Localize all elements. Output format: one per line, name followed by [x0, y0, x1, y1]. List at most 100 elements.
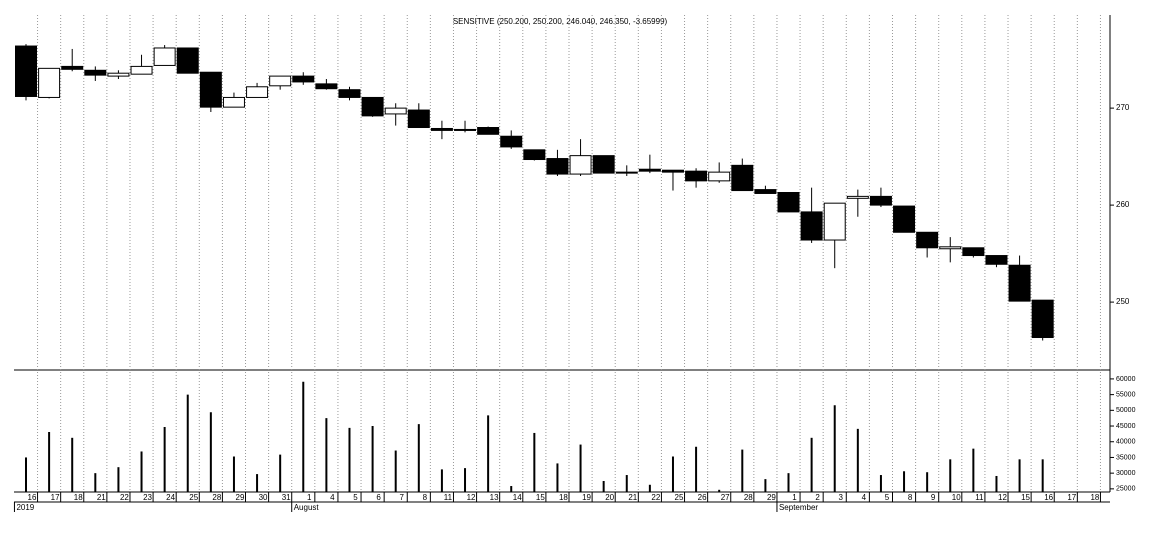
- candle-body: [823, 202, 846, 241]
- volume-tick-label: 50000: [1116, 407, 1136, 414]
- x-tick-label: 15: [536, 493, 545, 502]
- candle-body: [615, 171, 638, 174]
- candle-body: [454, 128, 477, 131]
- volume-tick-label: 30000: [1116, 470, 1136, 477]
- x-tick-label: 14: [513, 493, 522, 502]
- volume-tick-label: 45000: [1116, 423, 1136, 430]
- period-label: September: [779, 503, 818, 512]
- x-tick-label: 25: [675, 493, 684, 502]
- candle-body: [15, 45, 37, 97]
- x-tick-label: 1: [307, 493, 312, 502]
- candle-body: [939, 246, 962, 250]
- x-tick-label: 22: [651, 493, 660, 502]
- x-tick-label: 23: [143, 493, 152, 502]
- volume-tick-label: 60000: [1116, 376, 1136, 383]
- x-tick-label: 16: [28, 493, 37, 502]
- chart-title: SENSITIVE (250.200, 250.200, 246.040, 24…: [453, 17, 668, 26]
- candle-body: [916, 231, 939, 249]
- candle-body: [477, 127, 500, 135]
- x-tick-label: 19: [582, 493, 591, 502]
- candle-body: [38, 67, 61, 98]
- candle-body: [523, 149, 546, 161]
- candle-body: [292, 75, 315, 83]
- x-tick-label: 9: [931, 493, 936, 502]
- x-tick-label: 18: [74, 493, 83, 502]
- candle-body: [338, 89, 361, 98]
- x-tick-label: 27: [721, 493, 730, 502]
- x-tick-label: 8: [423, 493, 428, 502]
- x-tick-label: 28: [212, 493, 221, 502]
- candle-body: [846, 195, 869, 199]
- x-tick-label: 20: [605, 493, 614, 502]
- x-tick-label: 15: [1021, 493, 1030, 502]
- candle-body: [708, 171, 731, 182]
- candle-body: [430, 127, 453, 131]
- candle-body: [661, 169, 684, 173]
- x-tick-label: 13: [490, 493, 499, 502]
- x-tick-label: 12: [998, 493, 1007, 502]
- period-label: August: [294, 503, 320, 512]
- period-label: 2019: [16, 503, 34, 512]
- y-tick-label: 250: [1116, 297, 1130, 306]
- candle-body: [985, 255, 1008, 265]
- x-tick-label: 18: [1090, 493, 1099, 502]
- candle-body: [130, 65, 153, 75]
- candle-body: [962, 247, 985, 257]
- candle-body: [638, 168, 661, 172]
- x-tick-label: 1: [792, 493, 797, 502]
- candle-body: [800, 211, 823, 241]
- x-tick-label: 24: [166, 493, 175, 502]
- y-tick-label: 270: [1116, 103, 1130, 112]
- volume-tick-label: 35000: [1116, 454, 1136, 461]
- x-tick-label: 26: [698, 493, 707, 502]
- candle-body: [592, 155, 615, 174]
- candle-body: [153, 47, 176, 66]
- x-tick-label: 25: [189, 493, 198, 502]
- candle-body: [893, 205, 916, 233]
- candle-body: [500, 135, 523, 148]
- candle-body: [176, 47, 199, 74]
- x-tick-label: 8: [908, 493, 913, 502]
- x-tick-label: 12: [467, 493, 476, 502]
- x-tick-label: 16: [1044, 493, 1053, 502]
- x-tick-label: 4: [862, 493, 867, 502]
- candle-body: [777, 192, 800, 213]
- volume-tick-label: 55000: [1116, 391, 1136, 398]
- x-tick-label: 4: [330, 493, 335, 502]
- x-tick-label: 11: [444, 493, 453, 502]
- candle-body: [1031, 299, 1054, 339]
- x-tick-label: 29: [236, 493, 245, 502]
- candle-body: [869, 195, 892, 206]
- candle-body: [685, 170, 708, 182]
- candle-body: [199, 71, 222, 108]
- candle-body: [84, 69, 107, 76]
- x-tick-label: 18: [559, 493, 568, 502]
- x-tick-label: 10: [952, 493, 961, 502]
- x-tick-label: 3: [838, 493, 843, 502]
- y-tick-label: 260: [1116, 200, 1130, 209]
- candle-body: [731, 164, 754, 192]
- volume-tick-label: 25000: [1116, 486, 1136, 493]
- x-tick-label: 21: [97, 493, 106, 502]
- x-tick-label: 22: [120, 493, 129, 502]
- candle-body: [754, 189, 777, 194]
- candle-body: [384, 107, 407, 115]
- x-tick-label: 7: [399, 493, 404, 502]
- candle-body: [569, 155, 592, 175]
- candle-body: [107, 72, 130, 77]
- x-tick-label: 17: [1067, 493, 1076, 502]
- candle-body: [1008, 264, 1031, 302]
- candle-body: [361, 96, 384, 117]
- candle-body: [246, 86, 269, 98]
- x-tick-label: 21: [628, 493, 637, 502]
- volume-tick-label: 40000: [1116, 439, 1136, 446]
- x-tick-label: 28: [744, 493, 753, 502]
- x-tick-label: 5: [885, 493, 890, 502]
- candle-body: [269, 75, 292, 87]
- candle-body: [222, 96, 245, 108]
- x-tick-label: 5: [353, 493, 358, 502]
- x-tick-label: 6: [376, 493, 381, 502]
- x-tick-label: 30: [259, 493, 268, 502]
- x-tick-label: 17: [51, 493, 60, 502]
- candle-body: [546, 158, 569, 175]
